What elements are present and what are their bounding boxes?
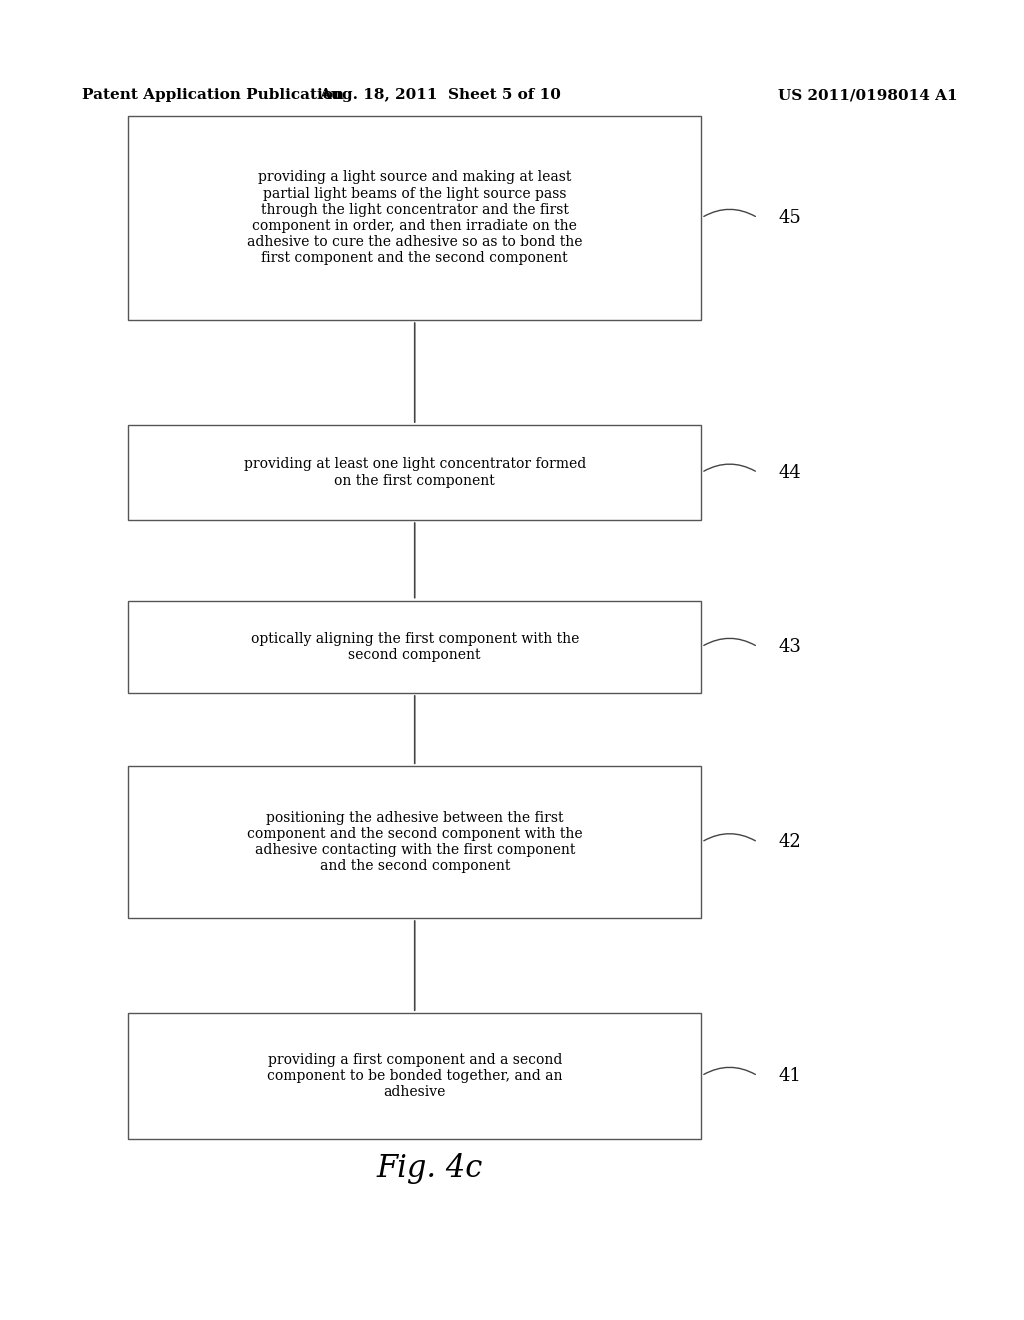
Text: providing at least one light concentrator formed
on the first component: providing at least one light concentrato…: [244, 458, 586, 487]
Text: optically aligning the first component with the
second component: optically aligning the first component w…: [251, 632, 579, 661]
Text: 41: 41: [778, 1067, 801, 1085]
Text: providing a first component and a second
component to be bonded together, and an: providing a first component and a second…: [267, 1052, 562, 1100]
Text: Fig. 4c: Fig. 4c: [377, 1152, 483, 1184]
Text: providing a light source and making at least
partial light beams of the light so: providing a light source and making at l…: [247, 170, 583, 265]
Text: US 2011/0198014 A1: US 2011/0198014 A1: [778, 88, 957, 102]
Text: 44: 44: [778, 463, 801, 482]
Bar: [128, 601, 701, 693]
Text: 42: 42: [778, 833, 801, 851]
Bar: [128, 425, 701, 520]
Bar: [128, 116, 701, 321]
Bar: [128, 1014, 701, 1138]
Text: positioning the adhesive between the first
component and the second component wi: positioning the adhesive between the fir…: [247, 810, 583, 874]
Bar: [128, 766, 701, 919]
Text: 45: 45: [778, 209, 801, 227]
Text: Aug. 18, 2011  Sheet 5 of 10: Aug. 18, 2011 Sheet 5 of 10: [319, 88, 561, 102]
Text: 43: 43: [778, 638, 801, 656]
Text: Patent Application Publication: Patent Application Publication: [82, 88, 344, 102]
